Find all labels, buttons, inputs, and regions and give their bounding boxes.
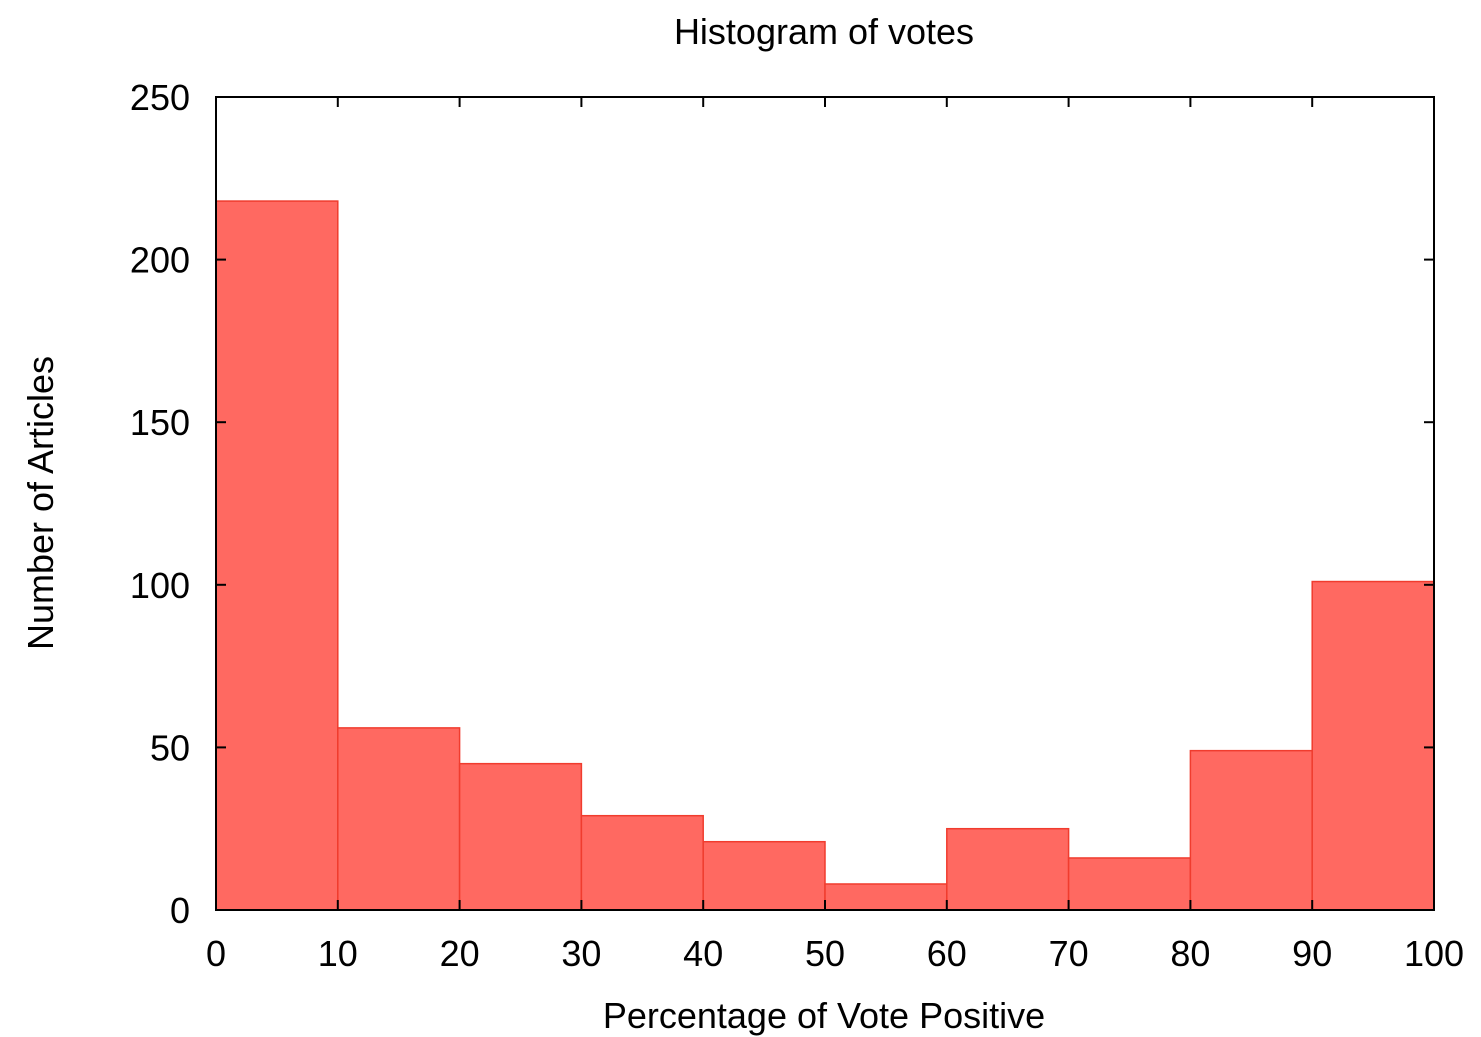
x-tick-label-7: 70 xyxy=(1049,933,1089,974)
histogram-bar-0 xyxy=(215,200,339,911)
histogram-bar-3 xyxy=(580,814,704,911)
x-tick-label-4: 40 xyxy=(683,933,723,974)
x-tick-label-5: 50 xyxy=(805,933,845,974)
histogram-bar-8 xyxy=(1189,749,1313,911)
x-tick-label-6: 60 xyxy=(927,933,967,974)
histogram-bar-7 xyxy=(1067,857,1192,911)
histogram-bar-5 xyxy=(824,883,948,911)
histogram-bar-1 xyxy=(337,727,461,911)
histogram-bar-4 xyxy=(702,840,826,911)
y-tick-label-0: 0 xyxy=(170,890,190,931)
ticks-group xyxy=(215,96,1435,911)
x-tick-label-0: 0 xyxy=(206,933,226,974)
x-tick-label-3: 30 xyxy=(561,933,601,974)
x-tick-label-10: 100 xyxy=(1404,933,1464,974)
x-tick-label-9: 90 xyxy=(1292,933,1332,974)
y-tick-label-5: 250 xyxy=(130,77,190,118)
y-tick-label-2: 100 xyxy=(130,565,190,606)
x-tick-label-8: 80 xyxy=(1170,933,1210,974)
y-axis-label: Number of Articles xyxy=(20,356,61,650)
bars-group xyxy=(215,200,1435,911)
histogram-bar-6 xyxy=(946,827,1070,911)
tick-labels-group: 0 10 20 30 40 50 60 70 80 90 100 0 50 100 150 200 250 xyxy=(130,77,1464,974)
y-tick-label-1: 50 xyxy=(150,727,190,768)
x-tick-label-1: 10 xyxy=(318,933,358,974)
x-axis-label: Percentage of Vote Positive xyxy=(603,995,1045,1036)
x-tick-label-2: 20 xyxy=(440,933,480,974)
histogram-bar-2 xyxy=(458,762,583,911)
histogram-bar-9 xyxy=(1311,580,1435,911)
y-tick-label-3: 150 xyxy=(130,402,190,443)
chart-title: Histogram of votes xyxy=(674,11,974,52)
y-tick-label-4: 200 xyxy=(130,240,190,281)
